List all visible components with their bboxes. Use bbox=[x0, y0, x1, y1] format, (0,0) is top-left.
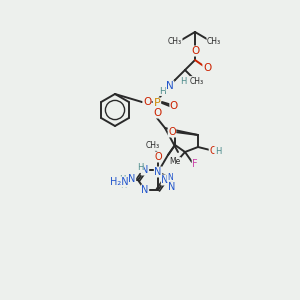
Text: N: N bbox=[167, 172, 173, 182]
Text: H: H bbox=[119, 176, 125, 184]
Text: P: P bbox=[154, 98, 160, 108]
Text: N: N bbox=[128, 174, 136, 184]
Text: N: N bbox=[141, 165, 149, 175]
Text: O: O bbox=[170, 101, 178, 111]
Text: N: N bbox=[154, 167, 162, 177]
Text: N: N bbox=[161, 175, 169, 185]
Text: O: O bbox=[153, 108, 161, 118]
Text: CH₃: CH₃ bbox=[168, 37, 182, 46]
Text: H: H bbox=[137, 164, 143, 172]
Text: CH₃: CH₃ bbox=[146, 142, 160, 151]
Text: H: H bbox=[120, 181, 126, 190]
Text: F: F bbox=[192, 159, 198, 169]
Text: H: H bbox=[215, 146, 221, 155]
Text: H: H bbox=[180, 77, 186, 86]
Text: CH₃: CH₃ bbox=[207, 37, 221, 46]
Text: N: N bbox=[168, 182, 176, 192]
Text: O: O bbox=[168, 127, 176, 137]
Text: H₂N: H₂N bbox=[110, 177, 128, 187]
Text: O: O bbox=[143, 97, 151, 107]
Text: Me: Me bbox=[169, 158, 181, 166]
Text: N: N bbox=[166, 81, 174, 91]
Text: H: H bbox=[160, 86, 167, 95]
Text: O: O bbox=[191, 46, 199, 56]
Text: O: O bbox=[209, 146, 217, 156]
Text: N: N bbox=[141, 185, 149, 195]
Text: O: O bbox=[154, 152, 162, 162]
Text: O: O bbox=[203, 63, 211, 73]
Text: CH₃: CH₃ bbox=[190, 76, 204, 85]
